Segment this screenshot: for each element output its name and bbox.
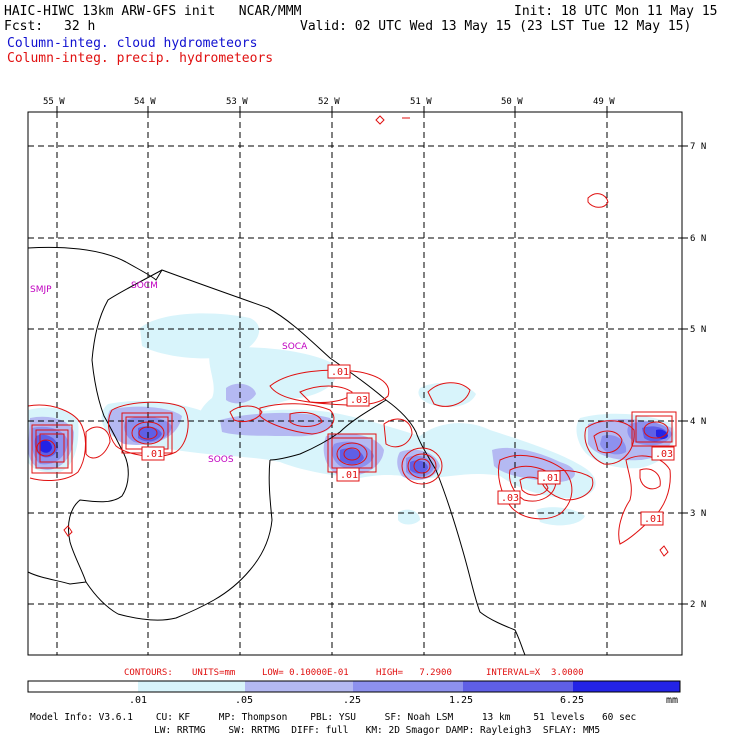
- station-label: SOOS: [208, 455, 234, 465]
- colorbar-tick: .25: [343, 695, 361, 706]
- colorbar-units: mm: [666, 695, 678, 706]
- lon-label: 55 W: [43, 97, 65, 107]
- contour-label: .01: [331, 367, 349, 378]
- contour-info-low: LOW= 0.10000E-01: [262, 668, 349, 678]
- colorbar-tick: .05: [235, 695, 253, 706]
- colorbar-tick: 6.25: [560, 695, 584, 706]
- contour-label: .01: [340, 470, 358, 481]
- station-label: SMJP: [30, 285, 52, 295]
- forecast-label: Fcst:: [4, 19, 44, 34]
- lon-label: 51 W: [410, 97, 432, 107]
- contour-info-contours: CONTOURS:: [124, 668, 173, 678]
- lat-label: 7 N: [690, 142, 706, 152]
- contour-info-high: HIGH= 7.2900: [376, 668, 452, 678]
- colorbar-tick: .01: [129, 695, 147, 706]
- lat-label: 3 N: [690, 509, 706, 519]
- lon-label: 53 W: [226, 97, 248, 107]
- cloud-hydrometeor-field: [28, 313, 675, 526]
- contour-label: .03: [501, 493, 519, 504]
- valid-time: Valid: 02 UTC Wed 13 May 15 (23 LST Tue …: [300, 19, 692, 34]
- init-time: Init: 18 UTC Mon 11 May 15: [514, 4, 718, 19]
- contour-label: .01: [644, 514, 662, 525]
- model-info-line2: LW: RRTMG SW: RRTMG DIFF: full KM: 2D Sm…: [154, 725, 601, 736]
- lon-label: 50 W: [501, 97, 523, 107]
- lon-label: 52 W: [318, 97, 340, 107]
- contour-label-boxes: [141, 364, 675, 526]
- coastline: [27, 246, 526, 656]
- map-frame: [27, 111, 683, 656]
- contour-label: .03: [350, 395, 368, 406]
- contour-label: .03: [655, 449, 673, 460]
- contour-info-interval: INTERVAL=X 3.0000: [486, 668, 584, 678]
- lat-label: 6 N: [690, 234, 706, 244]
- contour-label: .01: [145, 449, 163, 460]
- model-info-line1: Model Info: V3.6.1 CU: KF MP: Thompson P…: [30, 712, 637, 723]
- lon-label: 54 W: [134, 97, 156, 107]
- model-title: HAIC-HIWC 13km ARW-GFS init NCAR/MMM: [4, 4, 302, 19]
- lat-label: 4 N: [690, 417, 706, 427]
- lon-label: 49 W: [593, 97, 615, 107]
- lat-lon-grid: [28, 112, 682, 655]
- colorbar-tick: 1.25: [449, 695, 473, 706]
- contour-info-units: UNITS=mm: [192, 668, 236, 678]
- forecast-hour: 32 h: [64, 19, 96, 34]
- cloud-legend-text: Column-integ. cloud hydrometeors: [7, 36, 258, 51]
- station-label: SOCA: [282, 342, 308, 352]
- precip-legend-text: Column-integ. precip. hydrometeors: [7, 51, 274, 66]
- lat-label: 5 N: [690, 325, 706, 335]
- lat-label: 2 N: [690, 600, 706, 610]
- contour-label: .01: [541, 473, 559, 484]
- station-label: SOCM: [131, 281, 158, 291]
- colorbar: [27, 680, 681, 693]
- precip-contours: [27, 115, 677, 557]
